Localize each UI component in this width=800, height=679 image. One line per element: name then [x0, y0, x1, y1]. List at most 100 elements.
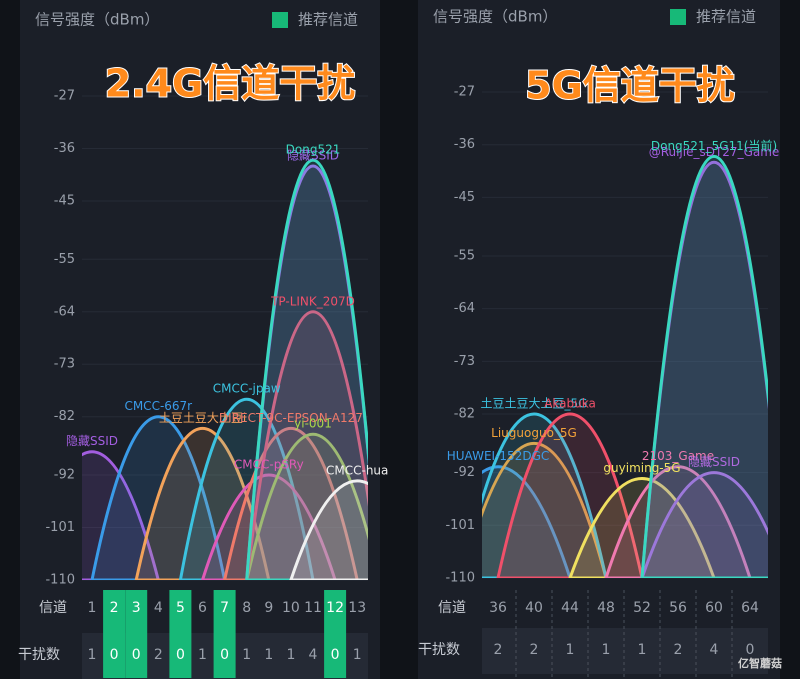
interference-count: 1 — [264, 647, 273, 663]
header-label: 信号强度（dBm） — [35, 11, 159, 29]
channel-label: 3 — [132, 600, 141, 616]
channel-row-label: 信道 — [39, 600, 67, 616]
y-tick-label: -36 — [454, 137, 475, 152]
channel-label: 6 — [198, 600, 207, 616]
interference-count: 4 — [710, 642, 719, 658]
interference-row-label: 干扰数 — [418, 642, 460, 658]
channel-label: 13 — [348, 600, 366, 616]
network-curve — [604, 465, 752, 578]
interference-count: 0 — [220, 647, 229, 663]
panel — [20, 0, 380, 679]
network-label: 隐藏SSID — [688, 455, 740, 469]
interference-count: 0 — [110, 647, 119, 663]
recommended-cell — [103, 590, 126, 678]
channel-label: 44 — [561, 600, 579, 616]
header-label: 信号强度（dBm） — [433, 8, 557, 26]
interference-count: 0 — [331, 647, 340, 663]
network-label: 隐藏SSID — [287, 148, 339, 162]
network-label: Akabuka — [544, 397, 596, 411]
channel-label: 8 — [242, 600, 251, 616]
interference-count: 0 — [176, 647, 185, 663]
interference-count: 1 — [566, 642, 575, 658]
channel-label: 12 — [326, 600, 344, 616]
network-curve — [568, 477, 716, 578]
interference-count: 1 — [638, 642, 647, 658]
y-tick-label: -45 — [54, 193, 75, 208]
y-tick-label: -73 — [54, 357, 75, 372]
channel-label: 11 — [304, 600, 322, 616]
y-tick-label: -64 — [54, 304, 75, 319]
interference-count: 0 — [132, 647, 141, 663]
channel-label: 60 — [705, 600, 723, 616]
channel-label: 2 — [110, 600, 119, 616]
channel-label: 48 — [597, 600, 615, 616]
y-tick-label: -101 — [445, 518, 475, 533]
network-label: 土豆土豆大土豆_5G — [481, 397, 588, 411]
network-curve — [245, 158, 368, 580]
interference-count: 1 — [286, 647, 295, 663]
channel-label: 40 — [525, 600, 543, 616]
recommended-cell — [125, 590, 148, 678]
network-label: CMCC-hua — [326, 463, 388, 477]
network-label: CMCC-pSRy — [234, 458, 304, 472]
interference-count: 1 — [242, 647, 251, 663]
channel-label: 7 — [220, 600, 229, 616]
network-label: yi-001 — [294, 417, 332, 431]
y-tick-label: -45 — [454, 190, 475, 205]
y-tick-label: -64 — [454, 301, 475, 316]
channel-label: 9 — [264, 600, 273, 616]
channel-label: 1 — [88, 600, 97, 616]
plot — [82, 158, 368, 580]
interference-count: 2 — [530, 642, 539, 658]
y-tick-label: -55 — [454, 248, 475, 263]
count-row — [482, 628, 768, 674]
interference-count: 2 — [494, 642, 503, 658]
interference-row-label: 干扰数 — [18, 647, 60, 663]
network-label: DIRECT-9C-EPSON-A127 — [219, 411, 363, 425]
network-curve — [640, 471, 768, 578]
channel-label: 4 — [154, 600, 163, 616]
y-tick-label: -82 — [54, 409, 75, 424]
recommended-cell — [324, 590, 347, 678]
y-tick-label: -55 — [54, 252, 75, 267]
chart-title: 5G信道干扰 — [525, 64, 735, 108]
network-curve — [289, 479, 368, 580]
y-tick-label: -27 — [54, 89, 75, 104]
recommended-cell — [213, 590, 236, 678]
network-label: Dong521_5G11(当前) — [651, 138, 777, 153]
y-tick-label: -82 — [454, 407, 475, 422]
interference-count: 1 — [198, 647, 207, 663]
legend-swatch — [272, 12, 288, 28]
y-tick-label: -110 — [445, 571, 475, 586]
network-label: 2103_Game — [642, 449, 714, 463]
network-label: HUAWEI-152DGC — [447, 449, 550, 463]
y-tick-label: -73 — [454, 354, 475, 369]
network-label: CMCC-jpaw — [213, 382, 281, 396]
interference-count: 1 — [602, 642, 611, 658]
y-tick-label: -36 — [54, 141, 75, 156]
legend-swatch — [670, 9, 686, 25]
interference-count: 0 — [746, 642, 755, 658]
network-curve — [640, 155, 768, 578]
network-curve — [245, 310, 368, 580]
network-curve — [482, 412, 608, 578]
network-curve — [482, 442, 608, 578]
channel-label: 5 — [176, 600, 185, 616]
panel — [418, 0, 780, 679]
y-tick-label: -27 — [454, 85, 475, 100]
network-label: Dong521 — [286, 143, 341, 157]
network-label: TP-LINK_207D — [270, 294, 355, 308]
network-curve — [178, 397, 315, 580]
network-curve — [134, 426, 271, 580]
network-label: @Ruijie_sDT27_Game — [649, 145, 780, 159]
y-tick-label: -101 — [45, 520, 75, 535]
channel-label: 56 — [669, 600, 687, 616]
y-tick-label: -110 — [45, 573, 75, 588]
network-curve — [245, 432, 368, 580]
interference-count: 2 — [674, 642, 683, 658]
network-curve — [200, 473, 337, 580]
network-label: CMCC-667r — [124, 399, 192, 413]
legend-label: 推荐信道 — [298, 11, 358, 29]
channel-label: 10 — [282, 600, 300, 616]
plot — [482, 155, 768, 578]
